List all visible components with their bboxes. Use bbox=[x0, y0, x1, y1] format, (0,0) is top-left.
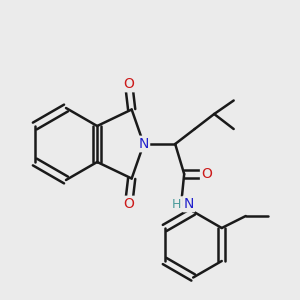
Text: O: O bbox=[123, 77, 134, 91]
Text: H: H bbox=[172, 197, 182, 211]
Text: O: O bbox=[201, 167, 212, 181]
Text: N: N bbox=[139, 137, 149, 151]
Text: O: O bbox=[123, 197, 134, 211]
Text: N: N bbox=[184, 197, 194, 211]
